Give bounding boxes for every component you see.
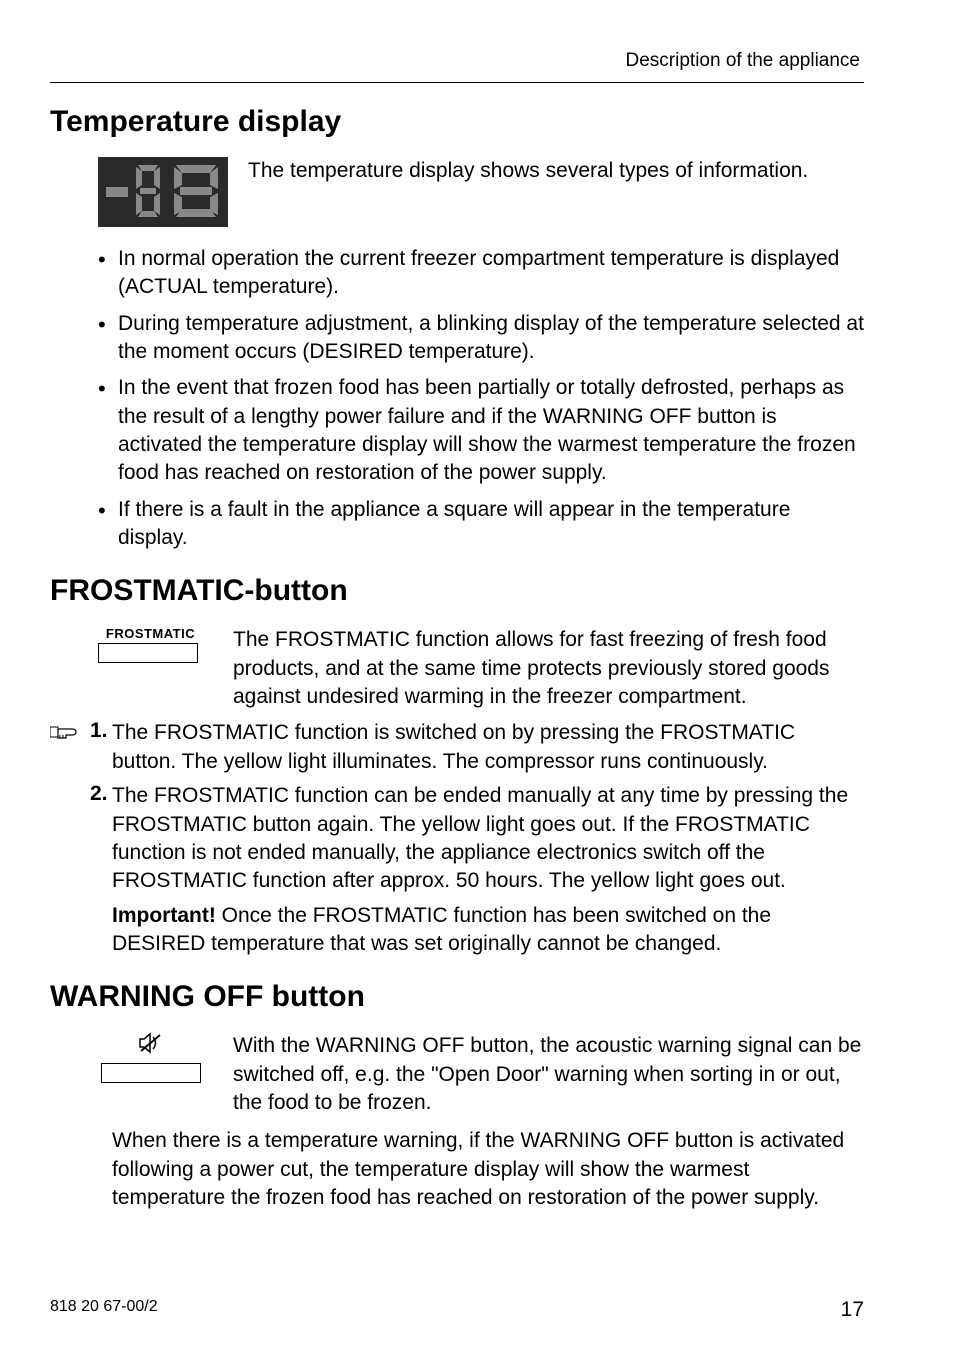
button-box-icon (101, 1063, 201, 1083)
warning-paragraph: When there is a temperature warning, if … (112, 1127, 864, 1212)
document-number: 818 20 67-00/2 (50, 1298, 158, 1322)
step-number: 2. (90, 782, 112, 806)
section-title-frostmatic: FROSTMATIC-button (50, 574, 864, 608)
step-number: 1. (90, 719, 112, 743)
warning-intro-text: With the WARNING OFF button, the acousti… (233, 1032, 864, 1117)
list-item: If there is a fault in the appliance a s… (98, 496, 864, 553)
list-item: In the event that frozen food has been p… (98, 374, 864, 487)
frostmatic-button-label: FROSTMATIC (98, 626, 203, 641)
page-header: Description of the appliance (50, 50, 864, 83)
temperature-intro-text: The temperature display shows several ty… (248, 157, 808, 185)
pointing-hand-icon (50, 719, 90, 741)
section-title-temperature: Temperature display (50, 105, 864, 139)
temperature-bullet-list: In normal operation the current freezer … (98, 245, 864, 552)
frostmatic-intro-text: The FROSTMATIC function allows for fast … (233, 626, 864, 711)
list-item: In normal operation the current freezer … (98, 245, 864, 302)
page-number: 17 (841, 1298, 864, 1322)
mute-speaker-icon (138, 1032, 164, 1059)
button-box-icon (98, 643, 198, 663)
frostmatic-button-icon: FROSTMATIC (98, 626, 203, 663)
step-text: The FROSTMATIC function is switched on b… (112, 719, 864, 776)
important-label: Important! (112, 904, 216, 927)
step-text: The FROSTMATIC function can be ended man… (112, 782, 864, 895)
temperature-display-icon (98, 157, 228, 227)
important-note: Important! Once the FROSTMATIC function … (112, 902, 864, 959)
section-title-warning: WARNING OFF button (50, 980, 864, 1014)
list-item: During temperature adjustment, a blinkin… (98, 310, 864, 367)
warning-off-button-icon (98, 1032, 203, 1083)
